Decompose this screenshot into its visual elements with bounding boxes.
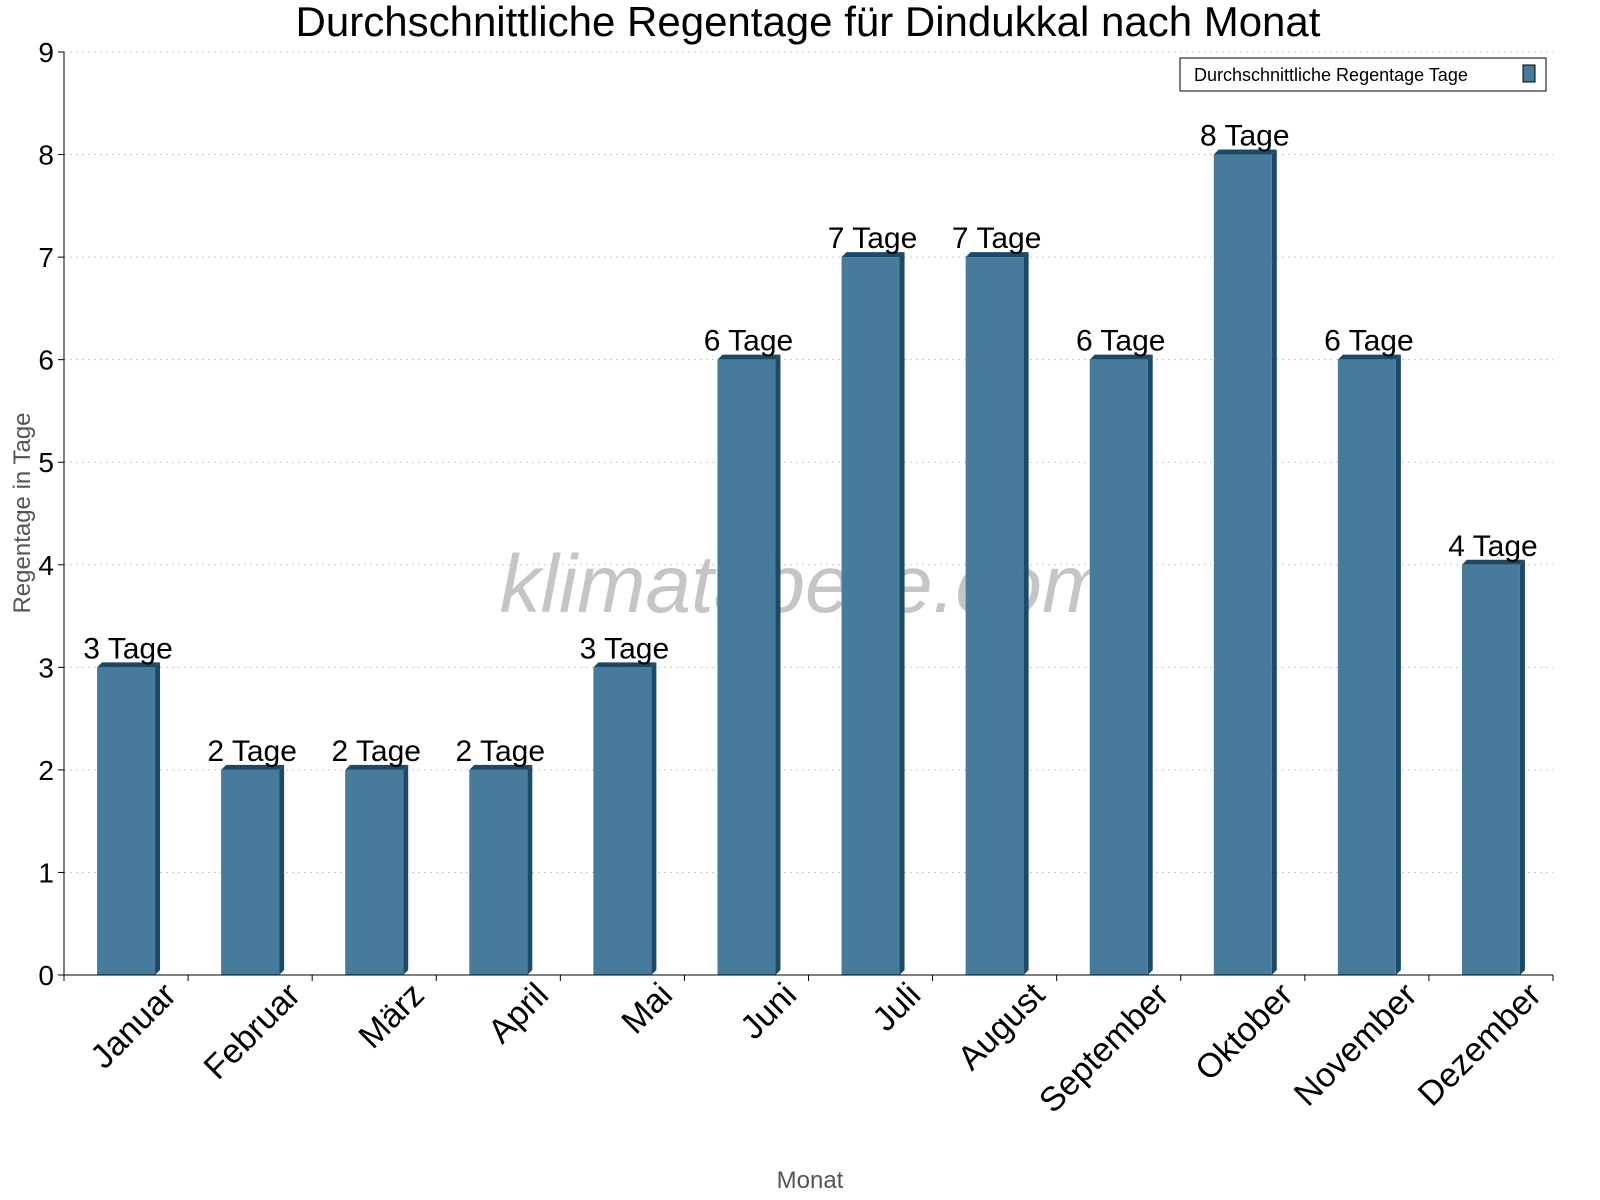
bar-februar [221, 764, 285, 975]
y-tick-label: 4 [38, 550, 54, 581]
y-tick-label: 2 [38, 755, 54, 786]
x-tick-label: Februar [197, 976, 308, 1087]
y-tick-label: 1 [38, 857, 54, 888]
bar [593, 667, 652, 975]
bar-side-face [1271, 149, 1277, 976]
bar-top-face [97, 662, 161, 668]
data-label: 3 Tage [580, 632, 670, 665]
bar-dezember [1461, 559, 1525, 975]
data-label: 6 Tage [704, 325, 794, 358]
x-tick-label: Januar [83, 976, 183, 1076]
x-tick-label: April [481, 976, 556, 1051]
y-tick-label: 3 [38, 652, 54, 683]
bar-top-face [345, 764, 409, 770]
y-tick-label: 6 [38, 345, 54, 376]
bar [469, 769, 528, 975]
bar [841, 257, 900, 976]
data-label: 6 Tage [1324, 325, 1414, 358]
y-tick-label: 8 [38, 140, 54, 171]
bar-top-face [469, 764, 533, 770]
bar [345, 769, 404, 975]
bar-november [1337, 354, 1401, 976]
bar-oktober [1213, 149, 1277, 976]
data-label: 2 Tage [456, 735, 546, 768]
bar-top-face [1337, 354, 1401, 360]
x-tick-label: August [951, 975, 1053, 1077]
bar-top-face [841, 252, 905, 258]
x-tick-label: Juni [733, 976, 804, 1047]
data-label: 6 Tage [1076, 325, 1166, 358]
bar [717, 359, 776, 976]
bar-januar [97, 662, 161, 975]
bar [1461, 564, 1520, 975]
bar-side-face [1147, 354, 1153, 976]
bar [97, 667, 156, 975]
x-tick-label: Dezember [1411, 976, 1549, 1114]
bar-juni [717, 354, 781, 976]
data-label: 8 Tage [1200, 120, 1290, 153]
bar-september [1089, 354, 1153, 976]
x-tick-label: November [1287, 976, 1425, 1114]
data-label: 4 Tage [1448, 530, 1538, 563]
gridlines [64, 51, 1553, 873]
bar-side-face [899, 252, 905, 976]
y-tick-label: 0 [38, 960, 54, 991]
chart-title: Durchschnittliche Regentage für Dindukka… [296, 0, 1321, 45]
bar-side-face [775, 354, 781, 976]
bar-side-face [279, 764, 285, 975]
bar-side-face [651, 662, 657, 975]
bar-top-face [1089, 354, 1153, 360]
bar-märz [345, 764, 409, 975]
bar-april [469, 764, 533, 975]
bar-top-face [965, 252, 1029, 258]
data-label: 7 Tage [952, 222, 1042, 255]
y-tick-label: 7 [38, 242, 54, 273]
bar-top-face [1461, 559, 1525, 565]
legend: Durchschnittliche Regentage Tage [1179, 57, 1547, 92]
x-tick-label: Juli [865, 976, 928, 1039]
bars: 3 Tage 2 Tage 2 Tage 2 Tage 3 Tage 6 Tage 7 Ta… [83, 120, 1538, 976]
bar-top-face [593, 662, 657, 668]
bar [221, 769, 280, 975]
bar [965, 257, 1024, 976]
data-label: 2 Tage [331, 735, 421, 768]
bar [1337, 359, 1396, 976]
y-axis-label: Regentage in Tage [9, 412, 36, 613]
bar-side-face [155, 662, 161, 975]
x-axis-label: Monat [777, 1167, 844, 1194]
bar-side-face [1395, 354, 1401, 976]
bar [1089, 359, 1148, 976]
data-label: 7 Tage [828, 222, 918, 255]
x-tick-label: März [352, 976, 432, 1056]
bar-side-face [527, 764, 533, 975]
bar-juli [841, 252, 905, 976]
bar-august [965, 252, 1029, 976]
bar-side-face [1519, 559, 1525, 975]
x-tick-label: September [1032, 976, 1176, 1120]
x-tick-label: Oktober [1188, 976, 1300, 1088]
bar-side-face [1023, 252, 1029, 976]
y-tick-label: 9 [38, 37, 54, 68]
legend-swatch [1522, 64, 1536, 83]
bar-top-face [221, 764, 285, 770]
bar [1213, 154, 1272, 976]
bar-side-face [403, 764, 409, 975]
x-tick-label: Mai [614, 976, 680, 1042]
bar-mai [593, 662, 657, 975]
data-label: 3 Tage [83, 632, 173, 665]
legend-label: Durchschnittliche Regentage Tage [1194, 65, 1468, 85]
bar-top-face [1213, 149, 1277, 155]
data-label: 2 Tage [207, 735, 297, 768]
bar-top-face [717, 354, 781, 360]
y-tick-label: 5 [38, 447, 54, 478]
